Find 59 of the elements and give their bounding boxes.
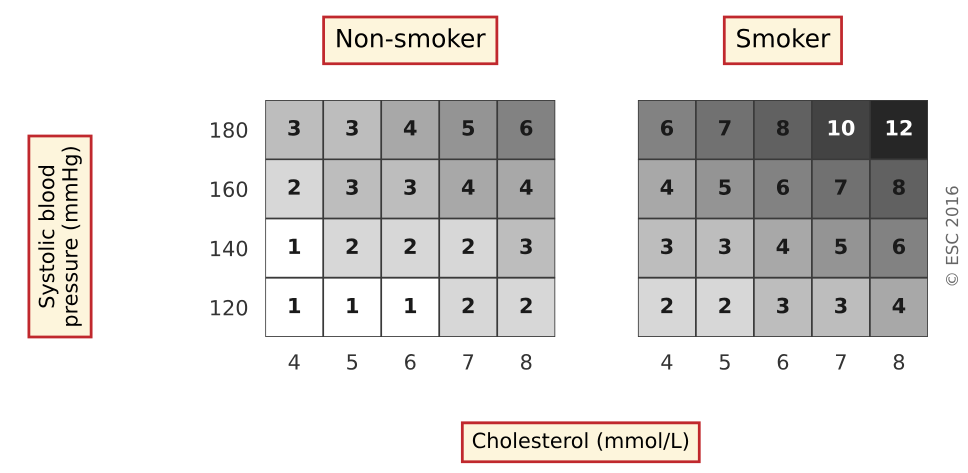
chart-title: Smoker — [737, 28, 830, 48]
x-tick-label: 4 — [661, 354, 672, 370]
data-label: 1 — [347, 298, 358, 314]
y-axis-title: Systolic blood pressure (mmHg) — [38, 147, 82, 326]
data-label: 2 — [719, 298, 730, 314]
x-tick-label: 8 — [521, 354, 532, 370]
data-label: 2 — [288, 179, 300, 195]
data-label: 7 — [835, 179, 847, 195]
x-tick-label: 7 — [463, 354, 474, 370]
data-label: 4 — [776, 238, 790, 254]
data-label: 6 — [776, 179, 790, 195]
data-label: 1 — [289, 238, 300, 254]
data-label: 8 — [776, 120, 789, 136]
data-label: 5 — [835, 238, 847, 254]
data-label: 3 — [346, 120, 358, 136]
data-label: 3 — [346, 179, 358, 195]
data-label: 7 — [719, 120, 731, 136]
data-label: 6 — [660, 120, 674, 136]
data-label: 3 — [835, 298, 847, 314]
data-label: 2 — [462, 238, 474, 254]
data-label: 2 — [661, 298, 672, 314]
data-label: 1 — [405, 298, 416, 314]
data-label: 3 — [777, 298, 789, 314]
data-label: 5 — [719, 179, 731, 195]
data-label: 1 — [289, 298, 300, 314]
data-label: 3 — [404, 179, 416, 195]
data-label: 10 — [828, 120, 854, 136]
data-label: 5 — [462, 120, 474, 136]
data-label: 8 — [892, 179, 905, 195]
data-label: 4 — [892, 298, 906, 314]
data-label: 3 — [520, 238, 532, 254]
x-tick-label: 6 — [405, 354, 416, 370]
y-tick-label: 140 — [211, 240, 248, 256]
x-tick-label: 5 — [720, 354, 730, 370]
x-tick-label: 7 — [836, 354, 846, 370]
x-axis-title: Cholesterol (mmol/L) — [472, 432, 688, 451]
y-tick-label: 180 — [211, 122, 248, 138]
data-label: 2 — [346, 238, 358, 254]
data-label: 6 — [520, 120, 532, 136]
data-label: 4 — [462, 179, 475, 195]
y-tick-label: 160 — [211, 181, 248, 198]
data-label: 12 — [886, 120, 912, 136]
data-label: 3 — [288, 120, 300, 136]
data-label: 3 — [661, 238, 673, 254]
data-label: 6 — [892, 238, 906, 254]
data-label: 4 — [660, 179, 674, 195]
x-tick-label: 4 — [288, 354, 300, 370]
data-label: 4 — [404, 120, 417, 136]
data-label: 2 — [404, 238, 416, 254]
y-tick-label: 120 — [211, 300, 248, 316]
data-label: 3 — [719, 238, 731, 254]
data-label: 2 — [520, 298, 532, 314]
chart-title: Non-smoker — [337, 28, 486, 48]
x-tick-label: 6 — [778, 354, 788, 370]
data-label: 2 — [462, 298, 474, 314]
x-tick-label: 5 — [347, 354, 358, 370]
text: © ESC 2016 — [946, 186, 958, 286]
data-label: 4 — [520, 179, 533, 195]
x-tick-label: 8 — [894, 354, 904, 370]
